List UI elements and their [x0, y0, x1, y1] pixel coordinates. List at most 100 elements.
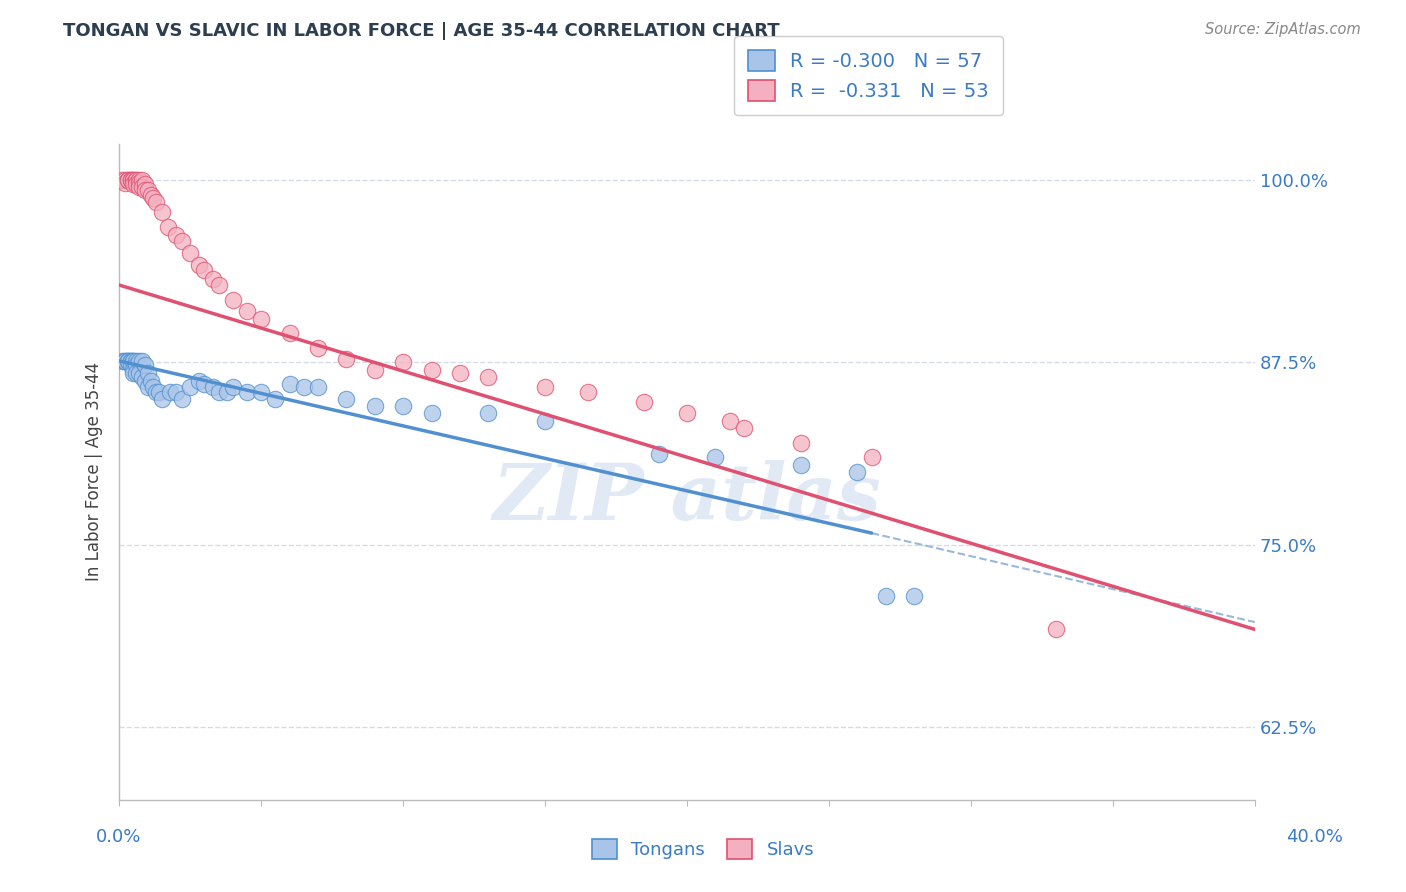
- Point: [187, 375, 209, 389]
- Point: [236, 384, 259, 399]
- Point: [134, 375, 156, 389]
- Point: [217, 384, 239, 399]
- Point: [264, 392, 287, 406]
- Point: [179, 380, 201, 394]
- Point: [131, 173, 153, 187]
- Point: [222, 293, 245, 307]
- Point: [250, 311, 273, 326]
- Point: [128, 354, 150, 368]
- Point: [392, 355, 415, 369]
- Point: [420, 407, 443, 421]
- Point: [136, 366, 159, 380]
- Text: Source: ZipAtlas.com: Source: ZipAtlas.com: [1205, 22, 1361, 37]
- Point: [420, 362, 443, 376]
- Point: [142, 190, 165, 204]
- Point: [134, 359, 156, 373]
- Point: [114, 173, 136, 187]
- Point: [193, 263, 215, 277]
- Point: [120, 354, 142, 368]
- Point: [117, 173, 139, 187]
- Point: [208, 384, 231, 399]
- Point: [122, 366, 145, 380]
- Text: 0.0%: 0.0%: [96, 828, 141, 846]
- Point: [789, 435, 811, 450]
- Y-axis label: In Labor Force | Age 35-44: In Labor Force | Age 35-44: [86, 362, 103, 582]
- Point: [477, 407, 499, 421]
- Point: [122, 178, 145, 192]
- Point: [903, 589, 925, 603]
- Point: [131, 370, 153, 384]
- Point: [633, 394, 655, 409]
- Point: [134, 183, 156, 197]
- Point: [170, 392, 193, 406]
- Point: [134, 178, 156, 192]
- Point: [139, 187, 162, 202]
- Point: [125, 366, 148, 380]
- Point: [278, 326, 301, 341]
- Point: [449, 366, 471, 380]
- Point: [117, 354, 139, 368]
- Point: [193, 377, 215, 392]
- Point: [534, 414, 557, 428]
- Point: [114, 354, 136, 368]
- Legend: R = -0.300   N = 57, R =  -0.331   N = 53: R = -0.300 N = 57, R = -0.331 N = 53: [734, 37, 1002, 115]
- Point: [125, 354, 148, 368]
- Point: [111, 173, 134, 187]
- Point: [307, 341, 329, 355]
- Point: [114, 354, 136, 368]
- Point: [120, 173, 142, 187]
- Point: [170, 235, 193, 249]
- Point: [278, 377, 301, 392]
- Point: [364, 362, 387, 376]
- Point: [122, 173, 145, 187]
- Point: [131, 354, 153, 368]
- Point: [120, 359, 142, 373]
- Point: [201, 380, 224, 394]
- Point: [307, 380, 329, 394]
- Point: [122, 362, 145, 376]
- Legend: Tongans, Slavs: Tongans, Slavs: [581, 828, 825, 870]
- Point: [292, 380, 315, 394]
- Point: [128, 173, 150, 187]
- Point: [150, 205, 173, 219]
- Point: [125, 173, 148, 187]
- Point: [114, 176, 136, 190]
- Point: [142, 380, 165, 394]
- Point: [148, 384, 170, 399]
- Point: [128, 180, 150, 194]
- Point: [165, 384, 187, 399]
- Point: [122, 354, 145, 368]
- Point: [789, 458, 811, 472]
- Point: [150, 392, 173, 406]
- Point: [120, 354, 142, 368]
- Point: [145, 194, 167, 209]
- Point: [860, 450, 883, 465]
- Point: [117, 173, 139, 187]
- Point: [120, 173, 142, 187]
- Point: [128, 366, 150, 380]
- Point: [236, 304, 259, 318]
- Point: [122, 173, 145, 187]
- Point: [165, 228, 187, 243]
- Point: [187, 258, 209, 272]
- Point: [125, 359, 148, 373]
- Point: [1045, 623, 1067, 637]
- Point: [201, 272, 224, 286]
- Point: [704, 450, 727, 465]
- Point: [111, 354, 134, 368]
- Point: [117, 354, 139, 368]
- Point: [145, 384, 167, 399]
- Point: [117, 354, 139, 368]
- Point: [647, 447, 669, 461]
- Point: [718, 414, 741, 428]
- Point: [392, 399, 415, 413]
- Point: [875, 589, 897, 603]
- Point: [364, 399, 387, 413]
- Point: [122, 354, 145, 368]
- Point: [222, 380, 245, 394]
- Point: [335, 392, 357, 406]
- Text: 40.0%: 40.0%: [1286, 828, 1343, 846]
- Point: [125, 173, 148, 187]
- Text: TONGAN VS SLAVIC IN LABOR FORCE | AGE 35-44 CORRELATION CHART: TONGAN VS SLAVIC IN LABOR FORCE | AGE 35…: [63, 22, 780, 40]
- Point: [139, 375, 162, 389]
